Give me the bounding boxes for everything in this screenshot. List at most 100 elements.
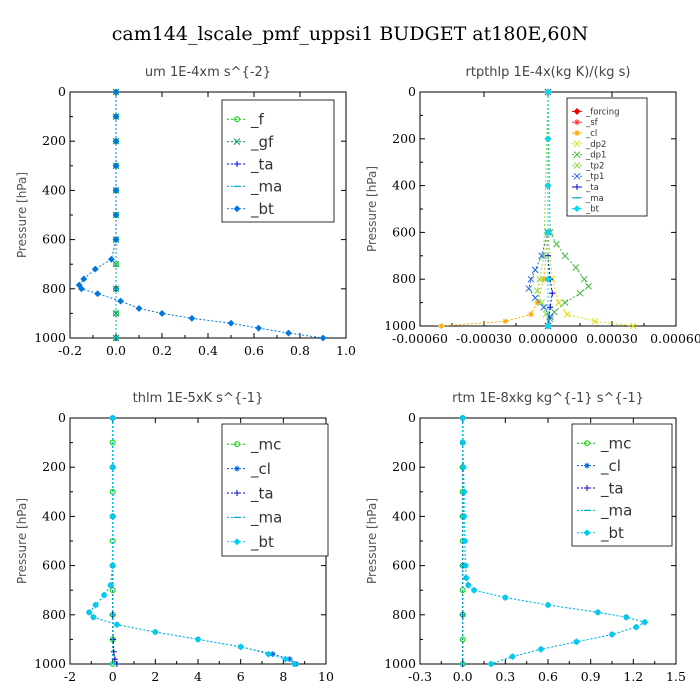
data-point xyxy=(470,586,478,594)
data-point xyxy=(563,310,571,318)
series-bt xyxy=(75,88,327,342)
data-point xyxy=(632,623,640,631)
data-point xyxy=(527,311,534,318)
legend-label: _gf xyxy=(250,133,274,152)
data-point xyxy=(227,319,235,327)
data-point xyxy=(90,613,97,621)
data-point xyxy=(540,303,548,311)
data-point xyxy=(92,601,100,609)
x-tick-label: 0.00030 xyxy=(586,331,638,346)
x-tick-label: 1.2 xyxy=(623,669,643,684)
y-tick-label: 400 xyxy=(392,178,416,193)
data-point xyxy=(544,601,552,609)
data-point xyxy=(594,608,602,616)
chart-panel-1: um 1E-4xm s^{-2} Pressure [hPa] -0.2 0.0 0.2… xyxy=(15,65,356,358)
panel-title: um 1E-4xm s^{-2} xyxy=(145,65,271,80)
y-tick-label: 600 xyxy=(392,224,416,239)
data-point xyxy=(540,276,547,283)
legend-swatch-marker xyxy=(584,485,590,491)
x-tick-label: 0.9 xyxy=(581,669,601,684)
y-tick-label: 800 xyxy=(392,271,416,286)
legend-swatch-marker xyxy=(574,119,580,126)
data-point xyxy=(544,228,552,236)
data-point xyxy=(151,628,159,636)
legend-box xyxy=(566,97,648,217)
chart-panel-2: rtpthlp 1E-4x(kg K)/(kg s) Pressure [hPa]… xyxy=(365,65,700,346)
data-point xyxy=(112,186,120,194)
y-tick-label: 800 xyxy=(392,607,416,622)
series-line xyxy=(536,91,549,327)
y-tick-label: 400 xyxy=(42,182,66,197)
legend-label: _ta xyxy=(250,484,274,503)
y-tick-label: 1000 xyxy=(34,656,66,671)
data-point xyxy=(459,414,467,422)
y-tick-label: 600 xyxy=(392,558,416,573)
panel-title: rtpthlp 1E-4x(kg K)/(kg s) xyxy=(466,65,631,80)
legend-label: _ta xyxy=(585,183,599,193)
x-tick-label: -2 xyxy=(64,669,76,684)
data-point xyxy=(107,581,114,589)
x-tick-label: 0 xyxy=(109,669,117,684)
legend-swatch-marker xyxy=(574,130,580,136)
data-point xyxy=(547,304,554,311)
x-tick-label: 0.00060 xyxy=(650,331,700,346)
data-point xyxy=(572,264,580,271)
data-point xyxy=(629,322,637,330)
data-point xyxy=(113,621,121,629)
x-tick-label: -0.00030 xyxy=(456,331,512,346)
data-point xyxy=(112,113,120,121)
y-tick-label: 400 xyxy=(392,508,416,523)
y-tick-label: 1000 xyxy=(384,318,416,333)
legend-swatch-marker xyxy=(234,490,240,496)
x-tick-label: 0.8 xyxy=(290,343,310,358)
x-tick-label: 0.4 xyxy=(198,343,218,358)
legend-label: _dp1 xyxy=(585,151,606,161)
data-point xyxy=(107,255,115,263)
data-point xyxy=(580,275,588,283)
data-point xyxy=(538,299,545,306)
x-tick-label: 1.0 xyxy=(336,343,356,358)
legend-swatch-marker xyxy=(584,440,590,447)
data-point xyxy=(255,324,263,332)
series-mc xyxy=(109,415,116,667)
data-point xyxy=(78,285,85,293)
data-point xyxy=(461,537,469,545)
x-tick-label: 0.2 xyxy=(152,343,172,358)
legend-label: _mc xyxy=(250,435,281,454)
x-tick-label: 10 xyxy=(318,669,334,684)
data-point xyxy=(80,275,88,283)
x-tick-label: -0.3 xyxy=(408,669,432,684)
series-bt xyxy=(544,88,552,330)
legend-label: _bt xyxy=(250,200,274,219)
y-tick-label: 0 xyxy=(58,84,66,99)
data-point xyxy=(591,317,599,325)
legend-label: _bt xyxy=(250,533,274,552)
legend-label: _ma xyxy=(250,509,282,528)
y-tick-label: 0 xyxy=(408,410,416,425)
data-point xyxy=(561,252,569,260)
x-tick-label: 4 xyxy=(194,669,202,684)
panel-title: thlm 1E-5xK s^{-1} xyxy=(133,391,264,406)
data-point xyxy=(100,591,108,599)
data-point xyxy=(464,581,472,589)
data-point xyxy=(544,322,552,330)
y-tick-label: 600 xyxy=(42,232,66,247)
legend-label: _ma xyxy=(600,502,632,521)
data-point xyxy=(290,660,298,668)
data-point xyxy=(282,655,289,663)
series-line xyxy=(528,92,551,327)
x-tick-label: 1.5 xyxy=(666,669,686,684)
legend-label: _ma xyxy=(585,194,604,204)
data-point xyxy=(117,297,125,305)
series-line xyxy=(441,92,549,327)
data-point xyxy=(460,512,468,520)
x-tick-label: 2 xyxy=(151,669,159,684)
legend-box xyxy=(221,423,329,557)
data-point xyxy=(576,289,584,297)
x-tick-label: 6 xyxy=(237,669,245,684)
data-point xyxy=(544,275,552,283)
data-point xyxy=(553,240,560,248)
data-point xyxy=(531,294,539,302)
data-point xyxy=(85,608,93,616)
